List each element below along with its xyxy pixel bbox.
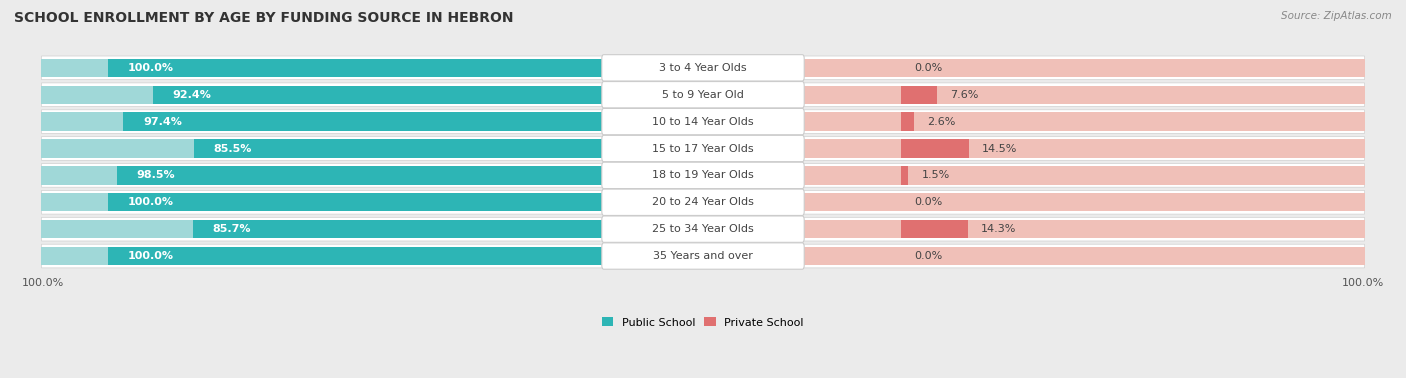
Bar xyxy=(193,220,703,238)
Text: 3 to 4 Year Olds: 3 to 4 Year Olds xyxy=(659,63,747,73)
Text: 18 to 19 Year Olds: 18 to 19 Year Olds xyxy=(652,170,754,180)
Text: 100.0%: 100.0% xyxy=(128,251,173,261)
Bar xyxy=(901,139,969,158)
FancyBboxPatch shape xyxy=(602,189,804,215)
Text: 1.5%: 1.5% xyxy=(922,170,950,180)
FancyBboxPatch shape xyxy=(602,216,804,242)
FancyBboxPatch shape xyxy=(41,137,1365,160)
FancyBboxPatch shape xyxy=(602,135,804,162)
Text: 7.6%: 7.6% xyxy=(950,90,979,100)
Text: 14.3%: 14.3% xyxy=(981,224,1017,234)
Text: 25 to 34 Year Olds: 25 to 34 Year Olds xyxy=(652,224,754,234)
Bar xyxy=(703,247,1365,265)
Bar xyxy=(703,166,1365,184)
FancyBboxPatch shape xyxy=(41,217,1365,241)
Text: 35 Years and over: 35 Years and over xyxy=(652,251,754,261)
Text: 0.0%: 0.0% xyxy=(915,63,943,73)
Text: 5 to 9 Year Old: 5 to 9 Year Old xyxy=(662,90,744,100)
Bar xyxy=(703,139,1365,158)
Bar xyxy=(41,220,703,238)
FancyBboxPatch shape xyxy=(602,162,804,189)
Bar xyxy=(901,166,908,184)
Bar xyxy=(124,113,703,131)
Bar xyxy=(153,85,703,104)
Bar xyxy=(117,166,703,184)
FancyBboxPatch shape xyxy=(41,191,1365,214)
Bar xyxy=(41,193,703,211)
Text: SCHOOL ENROLLMENT BY AGE BY FUNDING SOURCE IN HEBRON: SCHOOL ENROLLMENT BY AGE BY FUNDING SOUR… xyxy=(14,11,513,25)
Bar xyxy=(703,193,1365,211)
Text: 0.0%: 0.0% xyxy=(915,197,943,207)
Bar xyxy=(41,113,703,131)
FancyBboxPatch shape xyxy=(41,110,1365,133)
Bar xyxy=(41,166,703,184)
Bar xyxy=(108,247,703,265)
Text: 15 to 17 Year Olds: 15 to 17 Year Olds xyxy=(652,144,754,153)
Text: 14.5%: 14.5% xyxy=(981,144,1017,153)
Bar xyxy=(901,220,967,238)
Bar xyxy=(703,220,1365,238)
Text: 0.0%: 0.0% xyxy=(915,251,943,261)
Text: 100.0%: 100.0% xyxy=(128,197,173,207)
Bar xyxy=(901,85,936,104)
FancyBboxPatch shape xyxy=(41,164,1365,187)
FancyBboxPatch shape xyxy=(41,244,1365,268)
FancyBboxPatch shape xyxy=(602,243,804,269)
Bar xyxy=(194,139,703,158)
Bar xyxy=(108,193,703,211)
Text: 97.4%: 97.4% xyxy=(143,117,181,127)
Text: 85.5%: 85.5% xyxy=(214,144,252,153)
Text: 100.0%: 100.0% xyxy=(128,63,173,73)
FancyBboxPatch shape xyxy=(602,108,804,135)
FancyBboxPatch shape xyxy=(41,56,1365,80)
FancyBboxPatch shape xyxy=(41,83,1365,107)
Text: 20 to 24 Year Olds: 20 to 24 Year Olds xyxy=(652,197,754,207)
Bar xyxy=(41,139,703,158)
Bar xyxy=(108,59,703,77)
FancyBboxPatch shape xyxy=(602,55,804,81)
Bar xyxy=(703,85,1365,104)
FancyBboxPatch shape xyxy=(602,82,804,108)
Text: 100.0%: 100.0% xyxy=(21,278,63,288)
Text: 2.6%: 2.6% xyxy=(927,117,955,127)
Bar xyxy=(41,59,703,77)
Text: 98.5%: 98.5% xyxy=(136,170,174,180)
Bar xyxy=(703,59,1365,77)
Text: 85.7%: 85.7% xyxy=(212,224,252,234)
Legend: Public School, Private School: Public School, Private School xyxy=(598,313,808,332)
Bar xyxy=(901,113,914,131)
Bar xyxy=(703,113,1365,131)
Text: 92.4%: 92.4% xyxy=(173,90,211,100)
Bar xyxy=(41,85,703,104)
Text: 100.0%: 100.0% xyxy=(1343,278,1385,288)
Text: 10 to 14 Year Olds: 10 to 14 Year Olds xyxy=(652,117,754,127)
Bar xyxy=(41,247,703,265)
Text: Source: ZipAtlas.com: Source: ZipAtlas.com xyxy=(1281,11,1392,21)
